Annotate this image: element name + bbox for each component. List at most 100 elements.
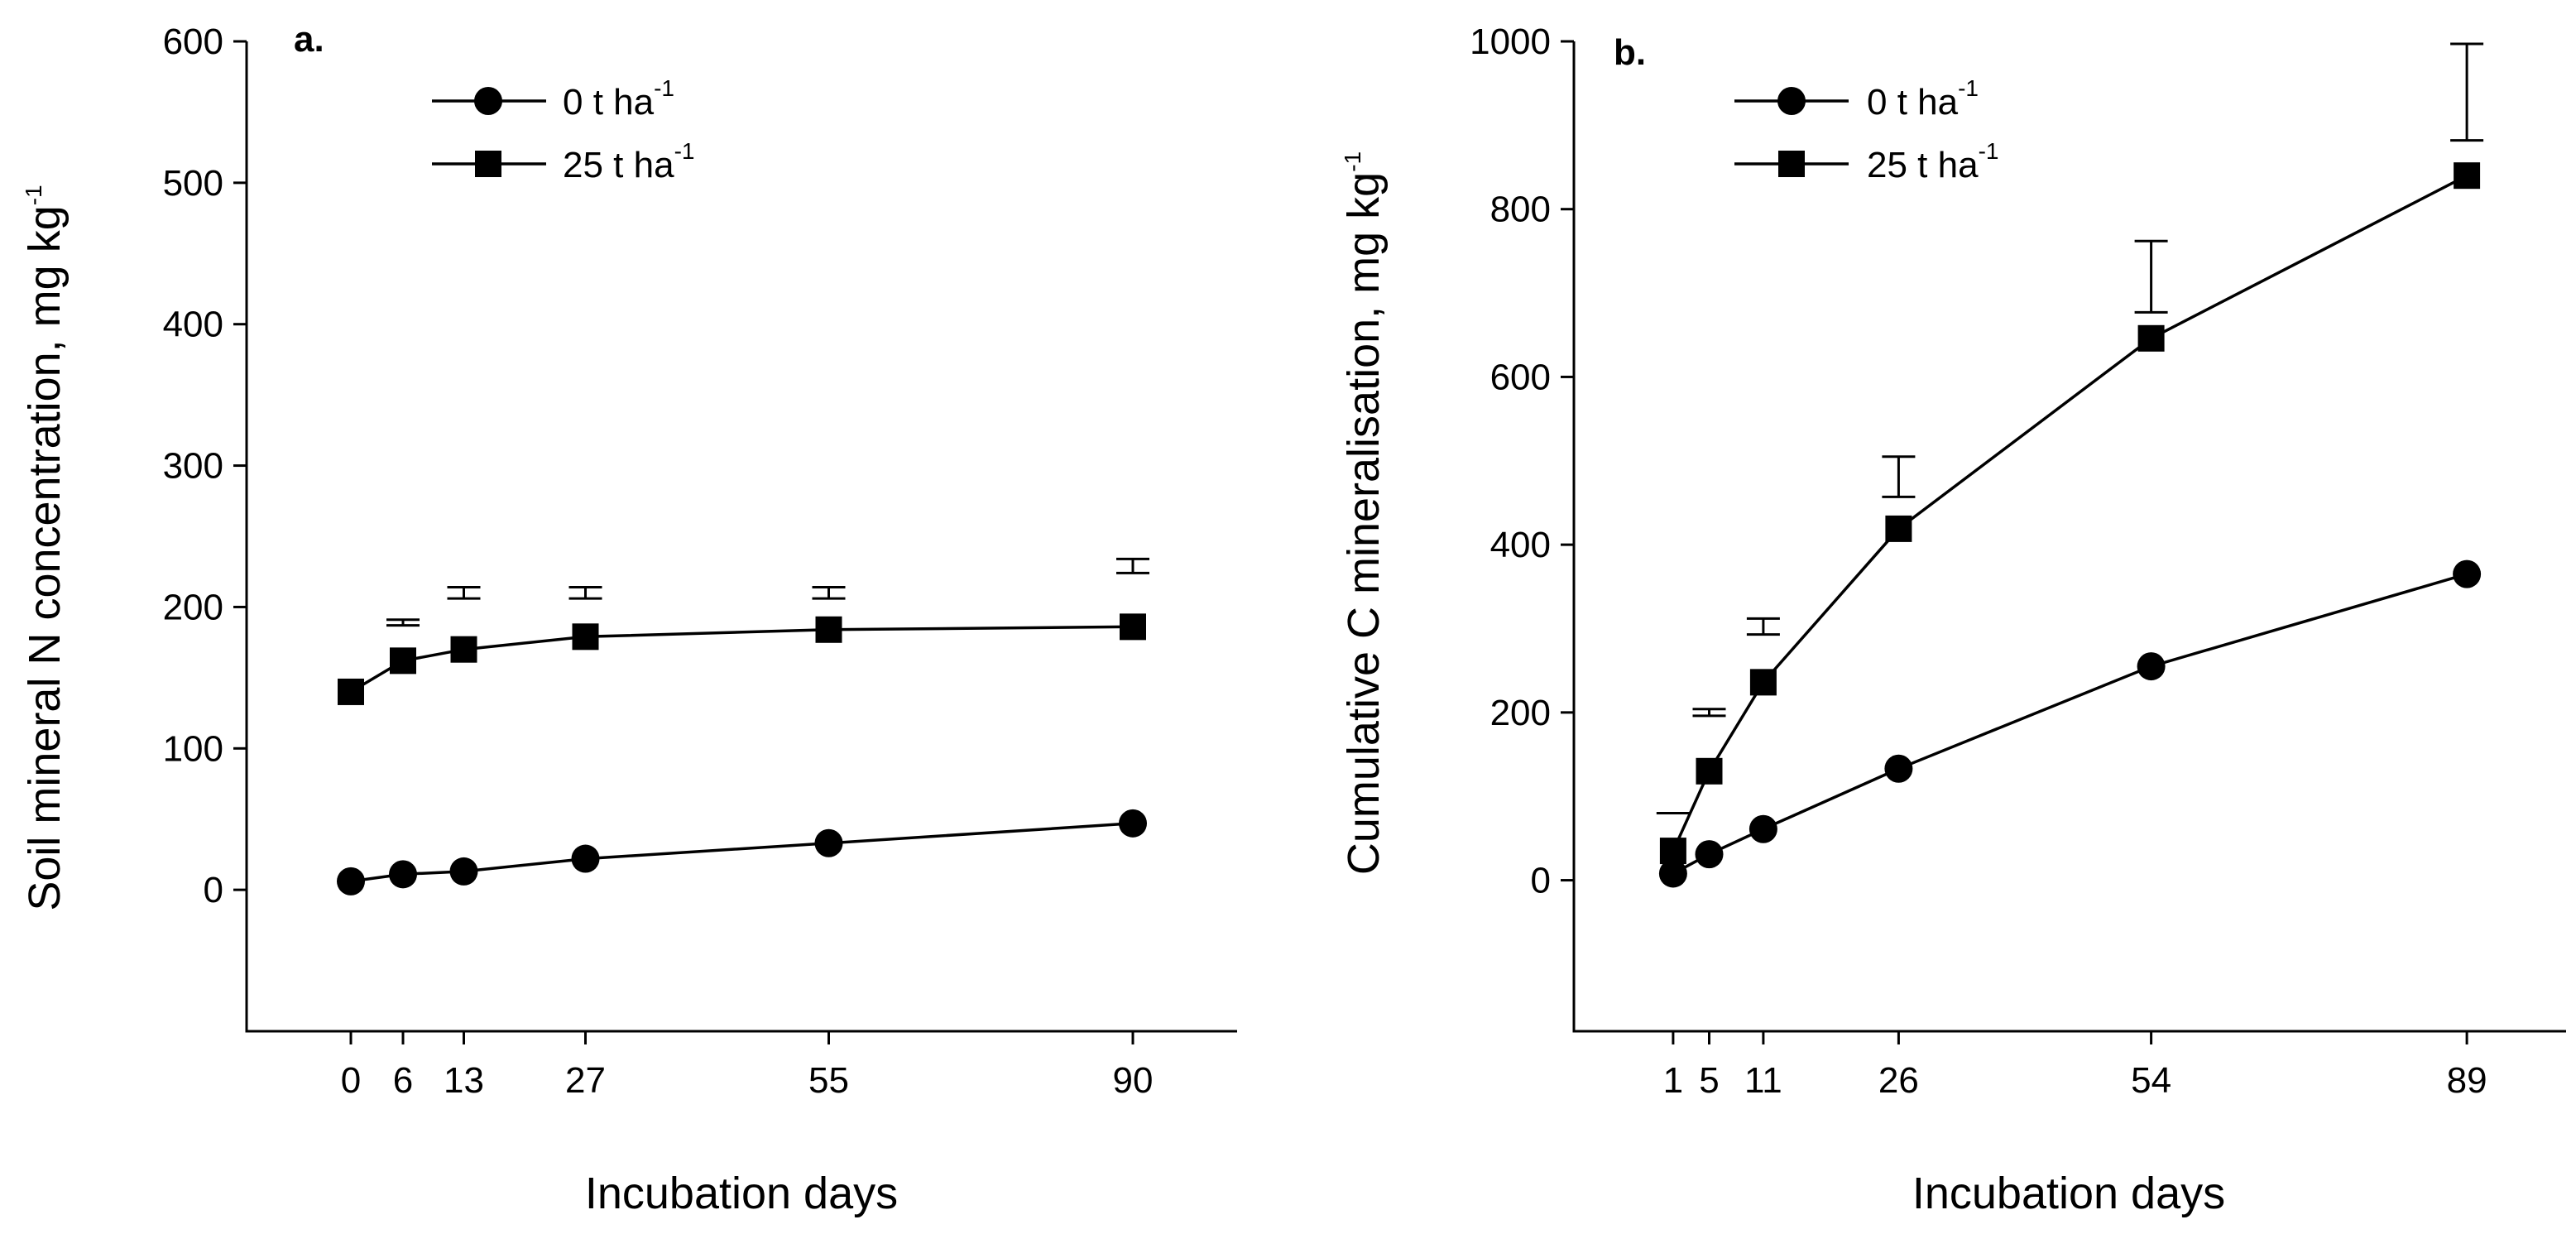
- panel-a-legend-label-0-sup: -1: [654, 75, 674, 101]
- panel-a-legend-label-1: 25 t ha-1: [563, 138, 694, 185]
- panel-b-x-tick-label-1: 1: [1663, 1060, 1683, 1101]
- panel-a-legend-label-0-main: 0 t ha: [563, 82, 655, 122]
- panel-b-series-1-error-bar-5: [2450, 42, 2484, 142]
- panel-b-y-tick-label-200: 200: [1490, 693, 1551, 733]
- panel-a-legend-marker-0: [474, 87, 502, 115]
- panel-b-series-1-point-4: [2137, 324, 2165, 352]
- panel-a-x-axis-label: Incubation days: [585, 1169, 898, 1218]
- panel-a-x-tick-label-6: 6: [393, 1060, 413, 1101]
- panel-b-legend-label-0-sup: -1: [1958, 75, 1979, 101]
- panel-a-series-0-point-4: [814, 828, 843, 857]
- panel-a-y-ticks: 0 100 200 300 400 500 600: [163, 22, 247, 910]
- panel-a-series-1-error-bar-4: [1116, 557, 1149, 574]
- panel-a-x-tick-label-27: 27: [565, 1060, 606, 1101]
- panel-b-series: [1656, 42, 2484, 888]
- panel-a-y-axis-label: Soil mineral N concentration, mg kg-1: [20, 185, 70, 910]
- panel-a-legend-marker-1: [475, 151, 501, 177]
- panel-a-legend: 0 t ha-1 25 t ha-1: [432, 75, 694, 185]
- panel-b-series-0-point-3: [1884, 754, 1913, 783]
- panel-b-series-1-point-3: [1885, 515, 1912, 542]
- panel-a-series-1-error-bar-1: [447, 586, 481, 600]
- panel-a-x-tick-label-13: 13: [444, 1060, 484, 1101]
- panel-a-series-0-point-3: [571, 844, 600, 873]
- panel-b-x-tick-label-11: 11: [1744, 1060, 1782, 1101]
- panel-a-y-tick-label-300: 300: [163, 446, 223, 487]
- panel-b-y-tick-label-600: 600: [1490, 357, 1551, 397]
- panel-b-series-1-point-0: [1659, 838, 1686, 865]
- panel-a-legend-label-1-main: 25 t ha: [563, 145, 674, 185]
- panel-b-legend-label-0: 0 t ha-1: [1867, 75, 1979, 122]
- panel-b-x-tick-label-26: 26: [1878, 1060, 1919, 1101]
- panel-b-y-tick-label-800: 800: [1490, 190, 1551, 230]
- panel-b-x-ticks: 1 5 11 26 54 89: [1663, 1031, 2487, 1101]
- panel-a-x-ticks: 0 6 13 27 55 90: [341, 1031, 1154, 1101]
- panel-b-axes: [1572, 41, 2566, 1033]
- panel-b-legend-marker-0: [1777, 87, 1806, 115]
- panel-a-x-tick-label-0: 0: [341, 1060, 361, 1101]
- panel-b-y-tick-label-0: 0: [1531, 861, 1551, 901]
- panel-b-label: b.: [1614, 32, 1646, 73]
- panel-b-series-1-error-bar-3: [1882, 455, 1916, 498]
- panel-a-series-0-point-1: [389, 860, 417, 889]
- panel-b-legend-label-1-main: 25 t ha: [1867, 145, 1979, 185]
- panel-a-series-0-point-0: [337, 867, 365, 895]
- panel-a-y-tick-label-0: 0: [204, 870, 223, 910]
- panel-a-series-1-point-0: [338, 678, 364, 705]
- panel-b-series-1-point-1: [1696, 757, 1723, 785]
- panel-b-series-1-error-bar-2: [1746, 617, 1780, 636]
- panel-b-x-axis-label: Incubation days: [1912, 1169, 2225, 1218]
- panel-a-series-1-error-bar-2: [568, 586, 602, 600]
- panel-a-series-1-error-bar-3: [812, 586, 846, 600]
- panel-b-series-1-error-bar-4: [2134, 239, 2168, 314]
- panel-b-legend-marker-1: [1778, 151, 1805, 177]
- panel-a-label: a.: [294, 19, 324, 60]
- panel-b-chart: 0 200 400 600 800 1000 1 5 11 26 54 89 b. Incubati…: [1339, 22, 2566, 1218]
- panel-b-series-1-line: [1672, 174, 2468, 852]
- panel-a-y-tick-label-600: 600: [163, 22, 223, 62]
- panel-a-series-1-point-5: [1120, 613, 1146, 641]
- panel-a-series-1-error-bar-0: [386, 618, 420, 627]
- panel-a-y-tick-label-500: 500: [163, 163, 223, 204]
- panel-a-series-0-point-5: [1119, 809, 1147, 838]
- panel-a-series-1-point-2: [450, 636, 477, 663]
- panel-a-series: [337, 557, 1149, 895]
- panel-a-y-tick-label-200: 200: [163, 587, 223, 627]
- panel-a-y-tick-label-400: 400: [163, 305, 223, 345]
- panel-a-legend-label-1-sup: -1: [674, 138, 695, 164]
- panel-a-legend-label-0: 0 t ha-1: [563, 75, 674, 122]
- panel-b-legend: 0 t ha-1 25 t ha-1: [1734, 75, 1998, 185]
- panel-b-series-0-point-1: [1695, 840, 1724, 869]
- panel-b-series-1-error-bar-1: [1692, 708, 1726, 718]
- panel-b-y-axis-label-main: Cumulative C mineralisation, mg kg: [1339, 172, 1389, 875]
- panel-b-series-0-point-4: [2137, 652, 2166, 681]
- panel-a-axes: [245, 41, 1237, 1033]
- panel-a-series-1-point-3: [572, 623, 599, 651]
- panel-a-x-tick-label-55: 55: [808, 1060, 849, 1101]
- panel-b-legend-label-1-sup: -1: [1979, 138, 1999, 164]
- panel-b-series-0-point-0: [1658, 859, 1687, 888]
- panel-b-series-1-point-5: [2454, 162, 2481, 190]
- panel-b-x-tick-label-5: 5: [1699, 1060, 1719, 1101]
- panel-b-series-0-point-2: [1749, 814, 1777, 843]
- panel-b-series-1-point-2: [1749, 669, 1777, 696]
- panel-b-legend-label-1: 25 t ha-1: [1867, 138, 1998, 185]
- panel-b-y-axis-label-sup: -1: [1340, 151, 1365, 172]
- panel-b-x-tick-label-54: 54: [2131, 1060, 2171, 1101]
- panel-a-series-1-point-1: [390, 647, 416, 675]
- panel-b-y-tick-label-1000: 1000: [1470, 22, 1551, 62]
- panel-b-series-0-point-5: [2453, 559, 2482, 588]
- panel-b-y-tick-label-400: 400: [1490, 525, 1551, 565]
- panel-a-series-0-point-2: [449, 857, 478, 886]
- panel-b-y-axis-label: Cumulative C mineralisation, mg kg-1: [1339, 151, 1389, 875]
- panel-b-x-tick-label-89: 89: [2447, 1060, 2487, 1101]
- panel-b-legend-label-0-main: 0 t ha: [1867, 82, 1959, 122]
- panel-a-x-tick-label-90: 90: [1113, 1060, 1154, 1101]
- panel-a-y-axis-label-sup: -1: [21, 185, 46, 205]
- panel-a-y-tick-label-100: 100: [163, 728, 223, 769]
- panel-a-y-axis-label-main: Soil mineral N concentration, mg kg: [20, 205, 70, 910]
- panel-b-y-ticks: 0 200 400 600 800 1000: [1470, 22, 1574, 901]
- panel-a-series-1-point-4: [815, 616, 842, 643]
